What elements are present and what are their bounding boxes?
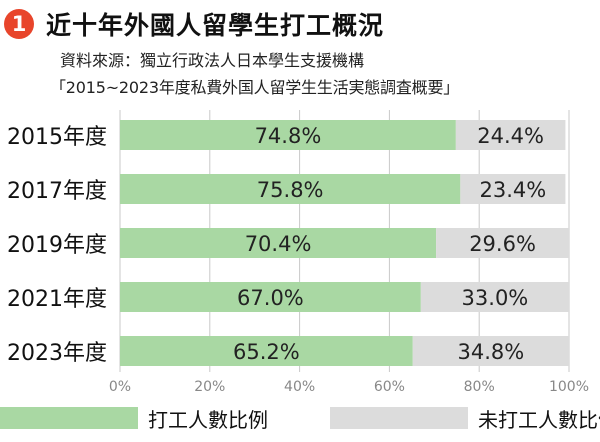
source-line: 資料來源：獨立行政法人日本學生支援機構 bbox=[60, 51, 365, 70]
x-tick-label: 100% bbox=[549, 379, 589, 395]
data-label-nowork: 24.4% bbox=[477, 124, 544, 148]
x-tick-label: 20% bbox=[194, 379, 225, 395]
section-number-badge: 1 bbox=[4, 9, 34, 39]
x-tick-label: 0% bbox=[109, 379, 131, 395]
bar-work bbox=[120, 120, 456, 150]
bar-nowork bbox=[460, 174, 566, 204]
data-label-nowork: 29.6% bbox=[469, 232, 536, 256]
category-label: 2017年度 bbox=[7, 179, 107, 204]
bar-work bbox=[120, 336, 413, 366]
bar-nowork bbox=[436, 228, 569, 258]
bar-work bbox=[120, 282, 421, 312]
x-tick-label: 80% bbox=[464, 379, 495, 395]
x-tick-label: 40% bbox=[284, 379, 315, 395]
data-label-nowork: 34.8% bbox=[458, 340, 525, 364]
data-label-work: 74.8% bbox=[255, 124, 322, 148]
data-label-nowork: 33.0% bbox=[462, 286, 529, 310]
chart-title: 近十年外國人留學生打工概況 bbox=[46, 11, 385, 40]
bar-nowork bbox=[412, 336, 569, 366]
data-label-work: 67.0% bbox=[237, 286, 304, 310]
category-label: 2019年度 bbox=[7, 233, 107, 258]
data-label-work: 75.8% bbox=[257, 178, 324, 202]
legend-swatch-work bbox=[0, 407, 138, 429]
category-label: 2015年度 bbox=[7, 125, 107, 150]
legend-item-nowork: 未打工人數比例 bbox=[330, 405, 600, 432]
source-detail-line: 「2015~2023年度私費外国人留学生生活実態調査概要」 bbox=[50, 78, 460, 97]
bar-nowork bbox=[420, 282, 569, 312]
data-label-nowork: 23.4% bbox=[480, 178, 547, 202]
data-label-work: 70.4% bbox=[245, 232, 312, 256]
legend-label-work: 打工人數比例 bbox=[148, 407, 268, 432]
legend-label-nowork: 未打工人數比例 bbox=[478, 407, 600, 432]
x-tick-label: 60% bbox=[374, 379, 405, 395]
legend-swatch-nowork bbox=[330, 407, 468, 429]
category-label: 2021年度 bbox=[7, 287, 107, 312]
bar-work bbox=[120, 174, 461, 204]
category-label: 2023年度 bbox=[7, 341, 107, 366]
data-label-work: 65.2% bbox=[233, 340, 300, 364]
bar-nowork bbox=[455, 120, 566, 150]
legend-item-work: 打工人數比例 bbox=[0, 405, 268, 432]
bar-work bbox=[120, 228, 437, 258]
